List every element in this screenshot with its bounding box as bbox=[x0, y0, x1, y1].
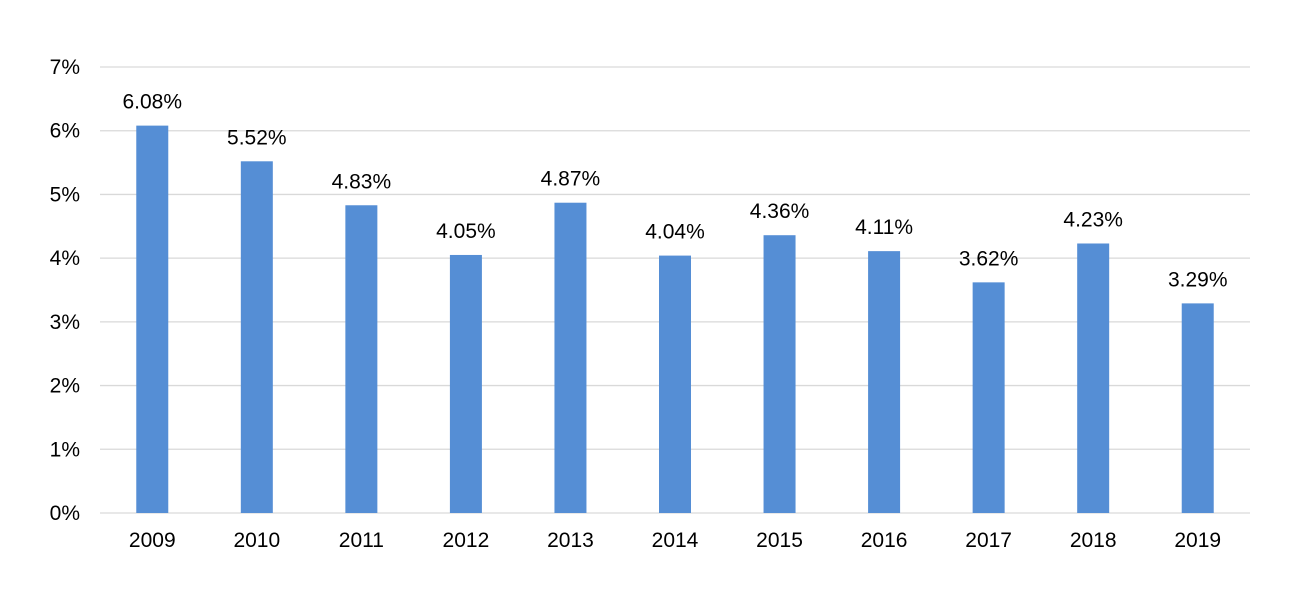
data-label: 3.29% bbox=[1168, 268, 1228, 291]
x-tick-label: 2012 bbox=[443, 529, 490, 552]
y-tick-label: 3% bbox=[50, 311, 80, 334]
x-tick-label: 2010 bbox=[233, 529, 280, 552]
data-label: 5.52% bbox=[227, 126, 287, 149]
data-label: 6.08% bbox=[122, 91, 182, 114]
x-tick-label: 2009 bbox=[129, 529, 176, 552]
bar-2019 bbox=[1181, 303, 1214, 513]
x-tick-label: 2019 bbox=[1174, 529, 1221, 552]
data-label: 4.36% bbox=[750, 200, 810, 223]
data-label: 4.87% bbox=[541, 168, 601, 191]
data-label: 4.23% bbox=[1063, 208, 1123, 231]
data-label: 4.05% bbox=[436, 220, 496, 243]
bar-2015 bbox=[763, 235, 796, 513]
x-axis-tick-labels: 2009 2010 2011 2012 2013 2014 2015 2016 2017 2018… bbox=[129, 529, 1221, 552]
data-label: 4.04% bbox=[645, 221, 705, 244]
y-tick-label: 6% bbox=[50, 120, 80, 143]
bar-2010 bbox=[240, 161, 273, 513]
y-axis-tick-labels: 0% 1% 2% 3% 4% 5% 6% 7% bbox=[50, 56, 80, 525]
y-tick-label: 0% bbox=[50, 502, 80, 525]
data-label: 4.83% bbox=[332, 170, 392, 193]
y-tick-label: 1% bbox=[50, 438, 80, 461]
y-tick-label: 4% bbox=[50, 247, 80, 270]
data-labels: 6.08% 5.52% 4.83% 4.05% 4.87% 4.04% 4.36% 4.11%… bbox=[122, 91, 1227, 292]
bars bbox=[136, 125, 1214, 514]
x-tick-label: 2018 bbox=[1070, 529, 1117, 552]
y-tick-label: 2% bbox=[50, 375, 80, 398]
y-tick-label: 7% bbox=[50, 56, 80, 79]
bar-2013 bbox=[554, 202, 587, 513]
x-tick-label: 2013 bbox=[547, 529, 594, 552]
bar-2017 bbox=[972, 282, 1005, 513]
data-label: 4.11% bbox=[855, 216, 913, 239]
x-tick-label: 2017 bbox=[965, 529, 1012, 552]
bar-2018 bbox=[1077, 243, 1110, 513]
y-tick-label: 5% bbox=[50, 183, 80, 206]
bar-2014 bbox=[659, 255, 691, 513]
bar-2011 bbox=[345, 205, 378, 513]
x-tick-label: 2011 bbox=[339, 529, 384, 552]
bar-2012 bbox=[449, 254, 482, 513]
x-tick-label: 2015 bbox=[756, 529, 803, 552]
bar-2016 bbox=[868, 251, 901, 514]
x-tick-label: 2014 bbox=[652, 529, 699, 552]
data-label: 3.62% bbox=[959, 247, 1019, 270]
x-tick-label: 2016 bbox=[861, 529, 908, 552]
bar-2009 bbox=[136, 125, 169, 514]
